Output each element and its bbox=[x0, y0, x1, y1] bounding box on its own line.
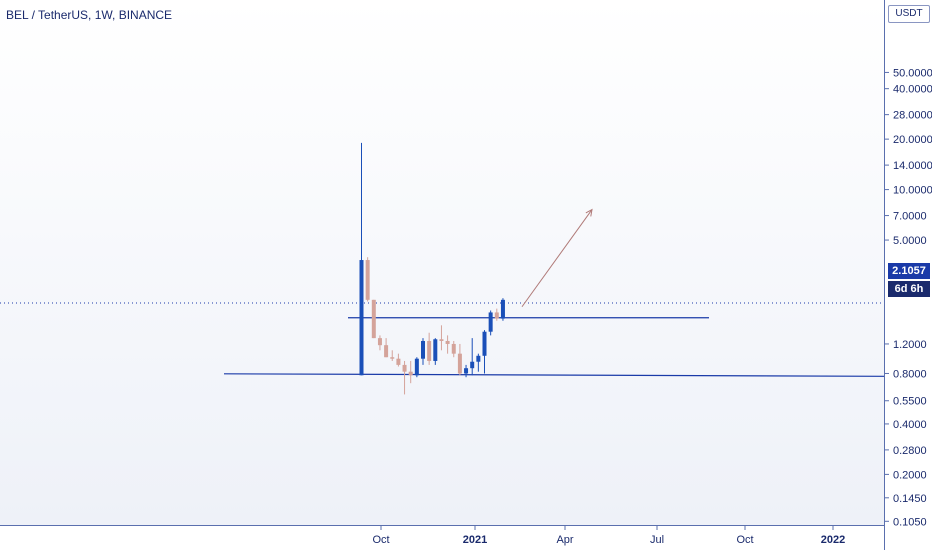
support-line bbox=[223, 373, 885, 377]
time-tick-label: Oct bbox=[736, 534, 753, 546]
candle bbox=[445, 335, 450, 354]
candle-body bbox=[371, 299, 376, 339]
time-axis[interactable]: Oct 2021 Apr Jul Oct 2022 bbox=[0, 525, 884, 551]
candle bbox=[457, 343, 462, 376]
price-tick-label: 10.0000 bbox=[893, 185, 932, 197]
candle bbox=[433, 338, 438, 365]
candle bbox=[421, 338, 425, 365]
price-tick-label: 28.0000 bbox=[893, 110, 932, 122]
candle-body bbox=[421, 340, 425, 359]
candle bbox=[464, 364, 469, 378]
price-axis-labels: 50.0000 40.0000 28.0000 20.0000 14.0000 10.00… bbox=[885, 67, 932, 528]
candle-body bbox=[390, 357, 395, 359]
candle-body bbox=[488, 312, 493, 332]
candle-body bbox=[396, 358, 401, 365]
projection-arrow-head bbox=[585, 208, 593, 217]
candle-body bbox=[365, 260, 370, 300]
candle bbox=[488, 310, 493, 336]
candle-body bbox=[470, 361, 475, 369]
price-tick-label: 0.1450 bbox=[893, 493, 927, 505]
candle bbox=[482, 330, 487, 374]
candle-body bbox=[476, 355, 481, 362]
candle-body bbox=[427, 340, 432, 361]
candle bbox=[359, 142, 364, 376]
candle-body bbox=[451, 343, 456, 354]
time-tick-label: Apr bbox=[556, 534, 573, 546]
candle bbox=[439, 325, 444, 351]
chart-plot-area[interactable]: BEL / TetherUS, 1W, BINANCE bbox=[0, 0, 885, 525]
candle-body bbox=[377, 338, 382, 346]
price-tick-label: 0.8000 bbox=[893, 368, 927, 380]
symbol-title[interactable]: BEL / TetherUS, 1W, BINANCE bbox=[6, 8, 173, 22]
candle-body bbox=[359, 260, 364, 376]
candle bbox=[377, 335, 382, 351]
time-tick-label: Oct bbox=[372, 534, 389, 546]
candle-body bbox=[384, 345, 389, 358]
candle bbox=[470, 338, 475, 376]
time-tick-label: 2022 bbox=[821, 534, 845, 546]
candle bbox=[476, 353, 481, 372]
candle-body bbox=[414, 358, 419, 376]
candle-body bbox=[494, 312, 499, 319]
price-tick-label: 14.0000 bbox=[893, 160, 932, 172]
candle bbox=[414, 357, 419, 378]
candle bbox=[396, 353, 401, 367]
price-tick-label: 0.1050 bbox=[893, 516, 927, 528]
price-tick-label: 5.0000 bbox=[893, 235, 927, 247]
candle bbox=[371, 299, 376, 339]
candle bbox=[402, 360, 407, 395]
bar-countdown-badge: 6d 6h bbox=[888, 281, 930, 297]
candle-body bbox=[402, 364, 407, 372]
price-tick-label: 0.4000 bbox=[893, 419, 927, 431]
candlestick-chart[interactable] bbox=[0, 0, 885, 525]
price-tick-label: 50.0000 bbox=[893, 67, 932, 79]
candle-body bbox=[445, 340, 450, 344]
time-axis-labels: Oct 2021 Apr Jul Oct 2022 bbox=[372, 526, 845, 546]
candle bbox=[390, 350, 395, 361]
price-tick-label: 40.0000 bbox=[893, 84, 932, 96]
time-tick-label: 2021 bbox=[463, 534, 487, 546]
price-tick-label: 7.0000 bbox=[893, 211, 927, 223]
last-price-badge: 2.1057 bbox=[888, 263, 930, 279]
projection-arrow bbox=[521, 209, 593, 308]
candle bbox=[427, 332, 432, 365]
price-tick-label: 0.2800 bbox=[893, 445, 927, 457]
currency-label[interactable]: USDT bbox=[888, 5, 930, 23]
price-tick-label: 0.2000 bbox=[893, 469, 927, 481]
candle-body bbox=[482, 331, 487, 356]
candle-body bbox=[500, 299, 505, 319]
price-tick-label: 1.2000 bbox=[893, 339, 927, 351]
time-tick-label: Jul bbox=[650, 534, 664, 546]
candle bbox=[451, 340, 456, 358]
candle-body bbox=[457, 353, 462, 374]
price-tick-label: 0.5500 bbox=[893, 396, 927, 408]
price-tick-label: 20.0000 bbox=[893, 134, 932, 146]
candle bbox=[365, 257, 370, 302]
candle-body bbox=[433, 339, 438, 361]
candle bbox=[384, 338, 389, 358]
candle bbox=[500, 298, 505, 321]
candle-body bbox=[408, 371, 413, 376]
candle-body bbox=[464, 368, 469, 374]
candle bbox=[408, 360, 413, 384]
candle-body bbox=[439, 339, 444, 341]
candle bbox=[494, 308, 499, 321]
